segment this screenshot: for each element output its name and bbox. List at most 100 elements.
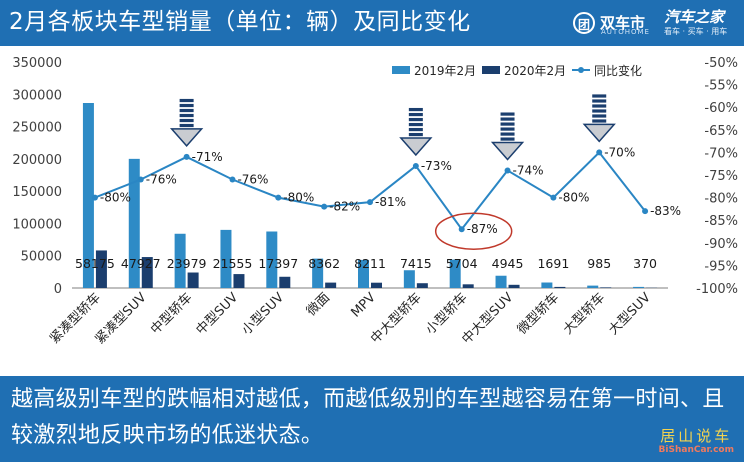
arrow-stripe [592,114,607,118]
yoy-label: -81% [375,195,406,209]
arrow-stripe [179,108,194,113]
arrow-stripe [408,127,423,132]
left-tick-label: 100000 [12,217,62,232]
brand-right-slogan: 看车 · 买车 · 用车 [664,27,728,36]
legend-item: 2020年2月 [482,64,566,78]
yoy-point [137,176,144,183]
bars-group [82,103,658,288]
yoy-point [412,162,419,169]
brand-sub: AUTOHOME [601,28,650,36]
left-axis: 0 50000 100000 150000 200000 250000 300000 3500… [12,56,62,297]
left-tick-label: 0 [54,282,62,297]
bar-2019 [587,285,599,288]
down-arrow-icon [490,112,525,161]
arrow-stripe [500,137,515,141]
bar-data-label: 370 [633,256,657,271]
bar-2020 [325,282,337,288]
yoy-label: -80% [100,191,131,205]
arrow-stripe [179,103,194,108]
arrow-stripe [592,99,607,103]
bar-2020 [187,272,199,288]
right-axis: -50% -55% -60% -65% -70% -75% -80% -85% -90% -95%… [696,56,738,297]
arrow-head [490,141,525,161]
brand-logo-right: 汽车之家 看车 · 买车 · 用车 [664,9,727,37]
arrow-stripe [408,122,423,127]
right-tick-label: -65% [704,124,738,139]
arrow-stripe [408,112,423,117]
bar-data-label: 23979 [167,256,207,271]
bar-2019 [312,258,324,288]
highlight-ellipse [434,212,513,250]
yoy-line-group: -80% -76% -71% -76% -80% -82% -81% -73% -87% -74%… [91,145,681,236]
legend-item: 2019年2月 [392,64,476,78]
bar-data-label: 4945 [492,256,524,271]
bar-2020 [600,287,612,288]
yoy-label: -71% [192,150,223,164]
arrow-stripe [408,117,423,122]
footer-summary: 越高级别车型的跌幅相对越低，而越低级别的车型越容易在第一时间、且较激烈地反映市场… [11,387,725,448]
bar-2019 [633,286,645,288]
brand-mark-icon: 团 [573,12,595,34]
bar-2019 [220,229,232,288]
arrow-stripe [500,112,515,116]
bar-2020 [279,276,291,288]
bar-2019 [495,275,507,288]
bar-2019 [82,103,94,288]
bar-2019 [403,270,415,288]
bar-data-label: 1691 [537,256,569,271]
yoy-label: -87% [467,222,498,236]
yoy-label: -70% [604,145,635,159]
bar-2019 [449,259,461,288]
legend-label: 2020年2月 [504,64,566,78]
yoy-label: -80% [283,191,314,205]
bar-2020 [233,274,245,288]
highlight-circle [434,212,513,250]
right-tick-label: -95% [704,259,738,274]
footer-bar: 越高级别车型的跌幅相对越低，而越低级别的车型越容易在第一时间、且较激烈地反映市场… [0,376,744,462]
yoy-point [550,194,557,201]
yoy-label: -73% [421,159,452,173]
arrow-stripe [500,122,515,126]
right-tick-label: -60% [704,101,738,116]
bar-2019 [541,282,553,288]
category-label: 小型轿车 [422,290,470,338]
down-arrow-icon [582,94,616,143]
right-tick-label: -75% [704,169,738,184]
category-label: 大型轿车 [560,290,608,338]
right-tick-label: -90% [704,237,738,252]
left-tick-label: 50000 [21,250,62,265]
left-tick-label: 150000 [12,185,62,200]
yoy-point [183,153,190,160]
bar-data-label: 47927 [121,256,161,271]
right-tick-label: -80% [704,192,738,207]
arrow-stripe [500,127,515,131]
legend-swatch [392,66,410,74]
down-arrows [169,94,616,161]
right-tick-label: -70% [704,146,738,161]
bar-2020 [95,250,107,288]
arrow-stripe [592,109,607,113]
arrow-stripe [408,132,423,137]
arrow-stripe [592,94,607,98]
arrow-stripe [500,117,515,121]
legend: 2019年2月 2020年2月 同比变化 [392,63,642,78]
down-arrow-icon [169,98,204,148]
legend-item: 同比变化 [572,63,642,78]
bar-2020 [371,282,382,288]
bar-data-label: 7415 [400,256,432,271]
sales-chart: 0 50000 100000 150000 200000 250000 300000 3500… [12,56,738,348]
bar-data-label: 58175 [75,256,115,271]
bar-2019 [266,231,278,288]
bar-2020 [141,257,153,288]
arrow-head [582,123,616,143]
arrow-stripe [592,119,607,123]
yoy-point [642,208,649,215]
arrow-stripe [179,113,194,118]
yoy-point [321,203,328,210]
bar-data-label: 5704 [446,256,478,271]
yoy-label: -82% [329,200,360,214]
title-bar: 2月各板块车型销量（单位：辆）及同比变化 团 双车市 AUTOHOME 汽车之家… [0,0,744,46]
arrow-stripe [408,107,423,112]
right-tick-label: -100% [696,282,738,297]
